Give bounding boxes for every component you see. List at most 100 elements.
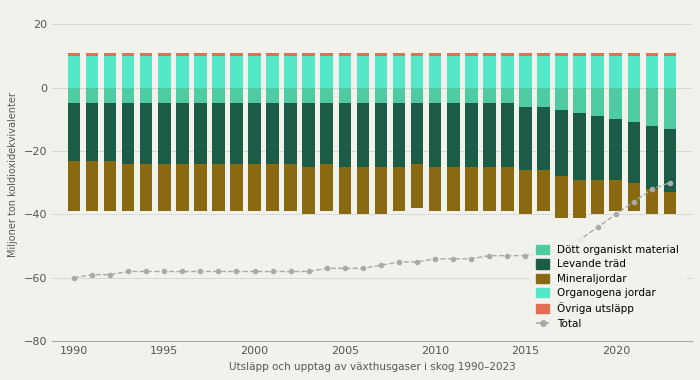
Total [268,269,277,274]
Bar [248,88,261,103]
Bar [85,88,98,103]
Bar [429,88,442,103]
Bar [68,53,80,56]
Total [431,256,440,261]
Bar [68,56,80,88]
Bar [374,53,387,56]
Bar [519,56,532,88]
Total [323,266,331,271]
Bar [122,164,134,211]
Total [160,269,169,274]
Bar [645,88,658,126]
Total [594,225,602,230]
Bar [176,88,188,103]
Bar [501,167,514,211]
Total [251,269,259,274]
Bar [230,53,243,56]
Bar [573,53,586,56]
Bar [212,56,225,88]
Total [286,269,295,274]
Bar [194,53,206,56]
Bar [501,88,514,103]
Bar [158,103,171,164]
Bar [266,56,279,88]
Total [522,253,530,258]
Bar [302,88,315,103]
Bar [555,110,568,176]
Bar [519,88,532,107]
Bar [393,167,405,211]
Bar [248,56,261,88]
Bar [339,53,351,56]
Bar [411,103,424,164]
Bar [266,164,279,211]
Bar [104,53,116,56]
Bar [592,88,604,116]
Bar [122,56,134,88]
Bar [429,167,442,211]
Bar [664,53,676,56]
Bar [85,160,98,211]
Bar [356,53,369,56]
Bar [158,164,171,211]
Bar [465,53,477,56]
Bar [627,56,640,88]
Total [304,269,313,274]
Bar [592,179,604,214]
Bar [573,113,586,179]
Bar [664,88,676,129]
Bar [248,53,261,56]
Bar [321,88,333,103]
Bar [483,88,496,103]
Total [196,269,204,274]
Bar [339,88,351,103]
Bar [266,53,279,56]
Bar [85,53,98,56]
Bar [393,88,405,103]
Bar [230,88,243,103]
Bar [356,88,369,103]
Bar [664,56,676,88]
Bar [266,88,279,103]
Bar [592,53,604,56]
Bar [176,103,188,164]
Bar [393,56,405,88]
Bar [645,189,658,214]
Total [341,266,349,271]
Bar [645,126,658,189]
Bar [104,88,116,103]
Bar [664,192,676,214]
Bar [501,56,514,88]
Bar [501,103,514,167]
Bar [339,103,351,167]
Bar [140,164,153,211]
Bar [465,103,477,167]
Bar [284,56,297,88]
Bar [411,164,424,208]
Total [630,200,638,204]
Bar [194,103,206,164]
Bar [645,56,658,88]
Bar [212,103,225,164]
Bar [393,103,405,167]
Total [612,212,620,217]
Total [666,180,674,185]
Bar [140,53,153,56]
Bar [610,88,622,119]
Total [485,253,494,258]
Bar [321,103,333,164]
Bar [248,164,261,211]
Bar [230,56,243,88]
Bar [447,53,460,56]
Bar [122,53,134,56]
Bar [573,56,586,88]
Total [88,272,96,277]
Bar [519,53,532,56]
Total [232,269,241,274]
Total [395,260,403,264]
Bar [393,53,405,56]
Bar [501,53,514,56]
Bar [537,53,550,56]
Bar [374,56,387,88]
Total [575,238,584,242]
